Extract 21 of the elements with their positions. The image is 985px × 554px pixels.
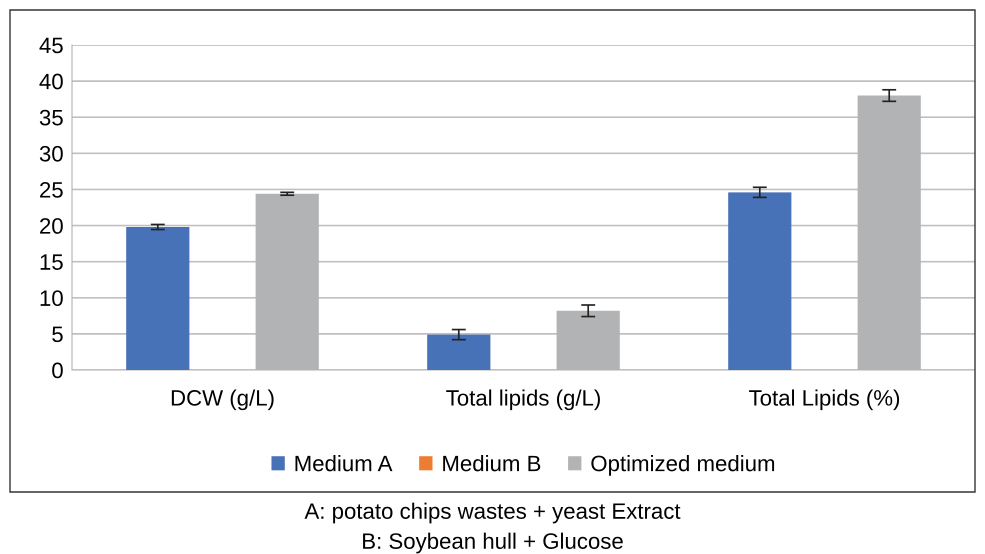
legend-label: Optimized medium [591, 455, 774, 476]
y-tick-label: 15 [40, 254, 63, 270]
bar [126, 227, 190, 370]
y-tick-label: 10 [40, 290, 63, 306]
text: A: potato chips wastes + yeast Extract [304, 502, 680, 524]
y-tick-label: 5 [52, 326, 63, 342]
x-tick-label: Total Lipids (%) [749, 389, 900, 410]
y-tick-label: 20 [40, 218, 63, 234]
y-tick-label: 0 [52, 362, 63, 378]
y-tick-label: 35 [40, 110, 63, 126]
y-tick-label: 25 [40, 182, 63, 198]
text: B: Soybean hull + Glucose [363, 532, 623, 554]
y-tick-label: 30 [40, 146, 63, 162]
x-tick-label: DCW (g/L) [172, 389, 274, 410]
bar [728, 192, 792, 370]
y-tick-label: 45 [39, 38, 63, 54]
legend-label: Medium B [443, 455, 540, 472]
bar [427, 334, 490, 370]
legend-label: Medium A [296, 455, 392, 472]
x-tick-label: Total lipids (g/L) [446, 389, 600, 410]
y-tick-label: 40 [39, 74, 63, 90]
